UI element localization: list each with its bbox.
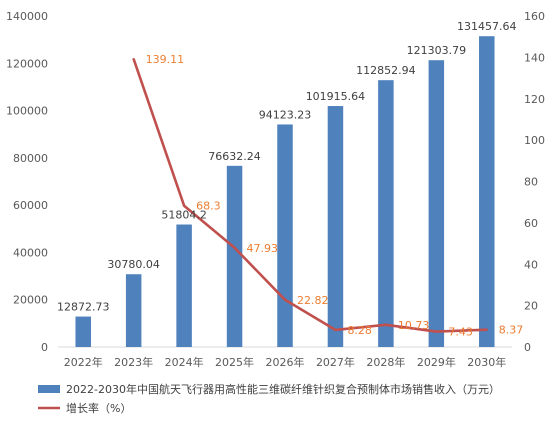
x-tick-label: 2028年 xyxy=(366,355,405,369)
growth-rate-data-label: 10.73 xyxy=(398,319,430,332)
growth-rate-data-label: 7.43 xyxy=(448,326,473,339)
growth-rate-point xyxy=(283,298,287,301)
right-tick-label: 80 xyxy=(524,176,538,189)
revenue-data-label: 112852.94 xyxy=(356,64,416,77)
revenue-bar xyxy=(125,274,142,347)
left-tick-label: 80000 xyxy=(13,152,48,165)
x-tick-label: 2024年 xyxy=(165,355,204,369)
revenue-bar xyxy=(226,165,243,347)
growth-rate-data-label: 68.3 xyxy=(196,200,221,213)
revenue-bar xyxy=(176,224,192,347)
growth-rate-point xyxy=(435,330,438,333)
revenue-bar xyxy=(75,316,91,347)
legend-label: 增长率（%） xyxy=(66,401,131,415)
left-tick-label: 20000 xyxy=(13,294,48,307)
x-tick-label: 2022年 xyxy=(64,355,103,369)
revenue-bar xyxy=(428,60,445,347)
growth-rate-point xyxy=(334,328,337,332)
rate-data-labels: 139.11 68.3 47.93 22.82 8.28 10.73 7.43 8.37 xyxy=(146,53,524,338)
x-tick-label: 2030年 xyxy=(467,355,506,369)
growth-rate-point xyxy=(182,204,186,207)
left-tick-label: 100000 xyxy=(6,105,48,118)
legend-swatch-bar xyxy=(38,385,60,393)
revenue-bar xyxy=(479,36,495,347)
left-tick-label: 120000 xyxy=(6,57,48,70)
revenue-data-label: 131457.64 xyxy=(457,20,517,33)
revenue-data-label: 12872.73 xyxy=(57,301,110,314)
growth-rate-data-label: 139.11 xyxy=(146,53,185,66)
x-tick-label: 2029年 xyxy=(417,355,456,369)
growth-rate-data-label: 22.82 xyxy=(297,294,329,307)
revenue-data-label: 51804.2 xyxy=(161,209,207,222)
revenue-bar xyxy=(378,80,394,347)
right-tick-label: 60 xyxy=(524,217,538,230)
revenue-data-label: 30780.04 xyxy=(107,258,160,271)
x-tick-label: 2026年 xyxy=(266,355,305,369)
x-tick-label: 2027年 xyxy=(316,355,355,369)
revenue-bar xyxy=(327,106,344,348)
x-axis: 2022年 2023年 2024年 2025年 2026年 2027年 2028年 2029年… xyxy=(58,346,512,369)
revenue-data-label: 76632.24 xyxy=(208,150,261,163)
right-tick-label: 140 xyxy=(524,51,545,64)
revenue-data-label: 94123.23 xyxy=(259,108,312,121)
right-tick-label: 100 xyxy=(524,134,545,147)
right-tick-label: 40 xyxy=(524,258,538,271)
growth-rate-point xyxy=(233,246,236,250)
left-tick-label: 0 xyxy=(41,341,48,354)
revenue-bar xyxy=(277,124,293,347)
bars xyxy=(75,36,495,348)
left-tick-label: 140000 xyxy=(6,10,48,23)
right-tick-label: 160 xyxy=(524,10,545,23)
growth-rate-line xyxy=(132,58,487,333)
bar-data-labels: 12872.73 30780.04 51804.2 76632.24 94123.23 1… xyxy=(57,20,517,313)
growth-rate-point xyxy=(384,323,388,327)
revenue-data-label: 121303.79 xyxy=(407,44,467,57)
growth-rate-point xyxy=(132,58,135,61)
right-tick-label: 20 xyxy=(524,300,538,313)
left-axis: 0 20000 40000 60000 80000 100000 120000 140000 xyxy=(6,10,48,354)
revenue-data-label: 101915.64 xyxy=(306,90,366,103)
growth-rate-point xyxy=(485,328,488,331)
left-tick-label: 60000 xyxy=(13,199,48,212)
x-tick-label: 2023年 xyxy=(114,355,153,369)
legend-label: 2022-2030年中国航天飞行器用高性能三维碳纤维针织复合预制体市场销售收入（… xyxy=(66,382,500,396)
right-tick-label: 120 xyxy=(524,93,545,106)
left-tick-label: 40000 xyxy=(13,246,48,259)
growth-rate-data-label: 8.28 xyxy=(347,324,372,337)
growth-rate-data-label: 47.93 xyxy=(247,242,278,255)
right-tick-label: 0 xyxy=(524,341,531,354)
x-tick-label: 2025年 xyxy=(215,355,254,369)
growth-line xyxy=(132,58,488,333)
growth-rate-data-label: 8.37 xyxy=(499,324,524,337)
legend: 2022-2030年中国航天飞行器用高性能三维碳纤维针织复合预制体市场销售收入（… xyxy=(38,382,500,415)
right-axis: 0 20 40 60 80 100 120 140 160 xyxy=(524,10,545,354)
